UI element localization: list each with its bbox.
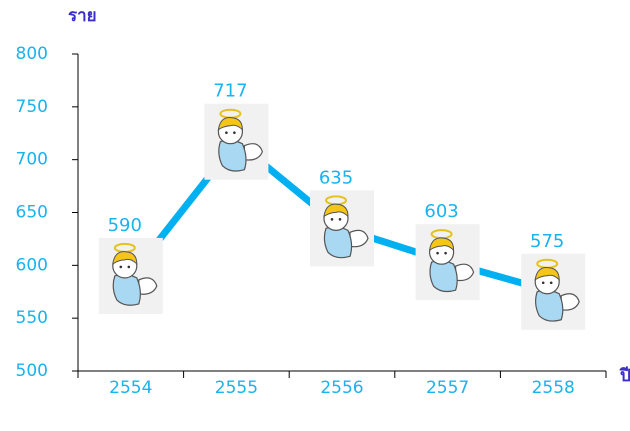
wing: [455, 263, 475, 282]
data-label: 603: [424, 201, 458, 222]
x-tick-label: 2554: [109, 378, 152, 398]
body: [323, 226, 353, 259]
hair: [217, 116, 243, 131]
data-label: 717: [213, 81, 247, 102]
eye: [549, 281, 553, 285]
wing: [560, 293, 580, 311]
y-tick-label: 500: [16, 361, 48, 381]
angel-marker: [204, 103, 269, 180]
eye: [436, 251, 439, 255]
x-tick-label: 2557: [426, 378, 469, 398]
eye: [330, 218, 334, 221]
eye: [338, 218, 342, 221]
data-label: 590: [108, 215, 142, 236]
eye: [233, 131, 236, 135]
body: [535, 289, 564, 322]
wing: [243, 143, 264, 161]
wing: [138, 277, 158, 295]
eye: [541, 281, 545, 285]
hair: [112, 251, 138, 266]
hair: [323, 203, 349, 218]
x-tick-label: 2556: [320, 378, 363, 398]
body: [112, 273, 141, 306]
data-label: 635: [319, 167, 353, 188]
angel-marker: [98, 237, 163, 314]
angel-marker: [415, 224, 480, 301]
y-tick-label: 550: [16, 308, 48, 328]
x-axis-title: ปี: [619, 365, 630, 386]
y-tick-label: 700: [16, 150, 48, 170]
wing: [349, 229, 369, 248]
body: [429, 259, 458, 293]
data-label: 575: [530, 231, 564, 252]
x-tick-label: 2558: [532, 378, 575, 398]
x-tick-label: 2555: [215, 378, 258, 398]
body: [218, 139, 247, 172]
hair: [534, 267, 560, 281]
y-tick-label: 750: [16, 97, 48, 117]
angel-marker: [310, 190, 374, 267]
y-tick-label: 800: [16, 44, 48, 64]
eye: [127, 265, 131, 269]
eye: [225, 131, 228, 135]
angel-marker: [521, 253, 586, 330]
y-tick-label: 650: [16, 203, 48, 223]
eye: [119, 265, 123, 269]
hair: [428, 237, 455, 252]
y-axis-title: ราย: [68, 6, 97, 26]
y-tick-label: 600: [16, 255, 48, 275]
eye: [444, 251, 447, 255]
